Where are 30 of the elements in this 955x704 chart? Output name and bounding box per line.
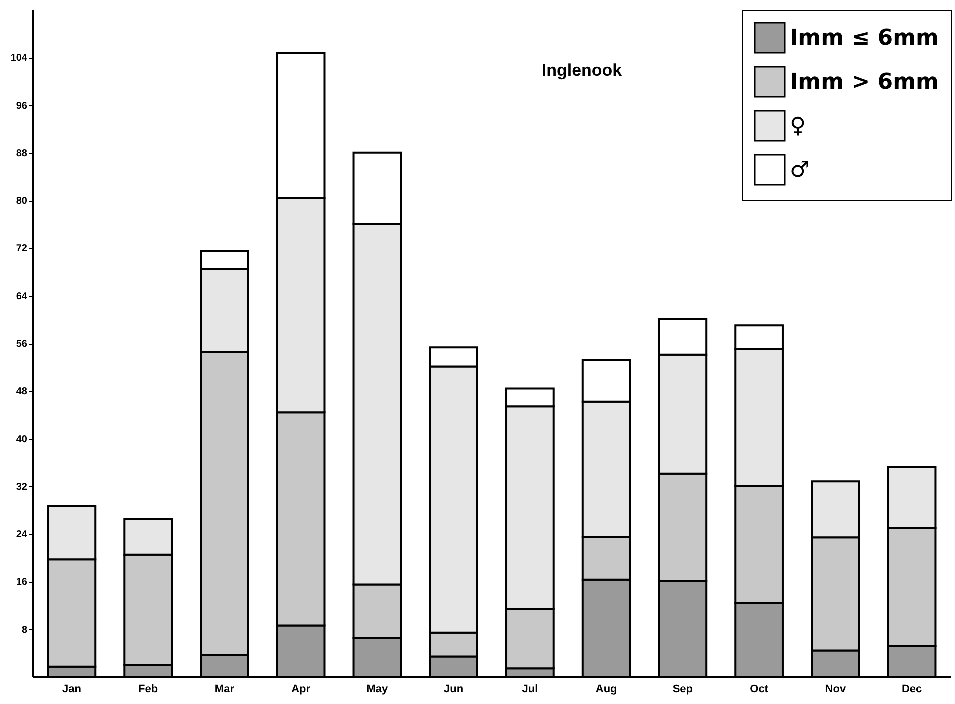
x-tick-label: Apr (292, 684, 312, 696)
legend-label: ♂ (790, 158, 810, 183)
y-tick-label: 48 (16, 386, 28, 398)
x-tick-label: Jun (444, 684, 464, 696)
y-tick-label: 56 (16, 339, 28, 350)
y-tick-label: 104 (10, 53, 28, 64)
y-tick-label: 80 (16, 196, 28, 208)
legend-label: ♀ (790, 114, 806, 139)
y-tick-label: 40 (16, 434, 28, 446)
x-tick-label: Aug (596, 684, 618, 696)
x-tick-label: Feb (138, 684, 158, 696)
x-tick-label: Jul (522, 684, 538, 696)
x-tick-label: Mar (214, 684, 236, 696)
x-tick-label: Jan (62, 684, 82, 696)
text: Inglenook (542, 61, 623, 80)
legend-label: Imm > 6mm (790, 70, 939, 95)
y-tick-label: 8 (22, 624, 28, 636)
y-tick-label: 88 (16, 148, 28, 160)
y-tick-label: 96 (16, 100, 28, 112)
y-tick-label: 32 (16, 482, 28, 493)
y-tick-label: 72 (16, 244, 28, 255)
x-tick-label: Oct (750, 684, 769, 696)
y-tick-label: 16 (16, 577, 28, 588)
y-tick-label: 24 (16, 530, 28, 541)
x-tick-label: Dec (902, 684, 922, 696)
y-tick-label: 64 (16, 291, 28, 302)
x-tick-label: Nov (825, 684, 847, 696)
legend-label: Imm ≤ 6mm (790, 26, 939, 51)
x-tick-label: Sep (672, 684, 694, 696)
x-tick-label: May (366, 684, 390, 696)
